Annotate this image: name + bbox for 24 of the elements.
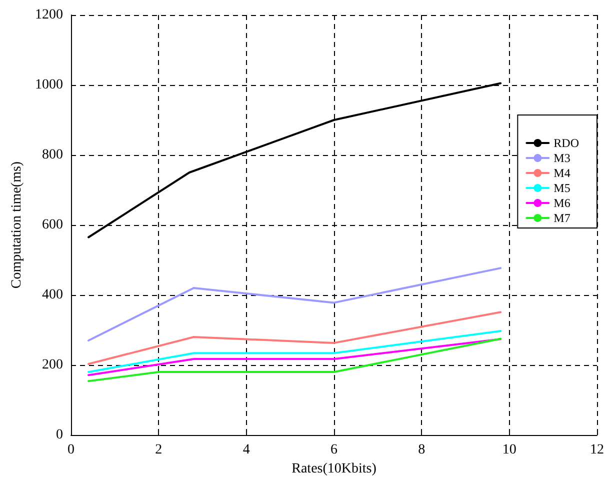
legend-label: M3 <box>554 151 570 165</box>
y-tick-label: 1200 <box>35 8 63 22</box>
line-series <box>88 311 502 365</box>
y-tick-label: 800 <box>42 148 63 162</box>
y-tick-label: 600 <box>42 218 63 232</box>
legend-label: M4 <box>554 166 570 180</box>
y-tick-label: 0 <box>56 428 63 442</box>
x-tick-label: 12 <box>590 442 604 458</box>
x-axis-title: Rates(10Kbits) <box>292 461 377 476</box>
y-axis-title: Computation time(ms) <box>10 161 25 289</box>
x-tick-label: 0 <box>68 442 74 458</box>
y-tick-label: 1000 <box>35 78 63 92</box>
line-series <box>88 267 502 342</box>
legend-label: RDO <box>554 136 580 150</box>
x-tick-label: 4 <box>242 442 250 458</box>
legend-label: M6 <box>554 196 570 210</box>
legend-label: M7 <box>554 211 570 225</box>
y-tick-label: 200 <box>42 358 63 372</box>
x-tick-label: 2 <box>155 442 162 458</box>
x-tick-label: 10 <box>502 442 516 458</box>
x-tick-label: 8 <box>418 442 426 458</box>
legend-label: M5 <box>554 181 570 195</box>
x-tick-label: 6 <box>330 442 338 458</box>
y-tick-label: 400 <box>42 288 63 302</box>
